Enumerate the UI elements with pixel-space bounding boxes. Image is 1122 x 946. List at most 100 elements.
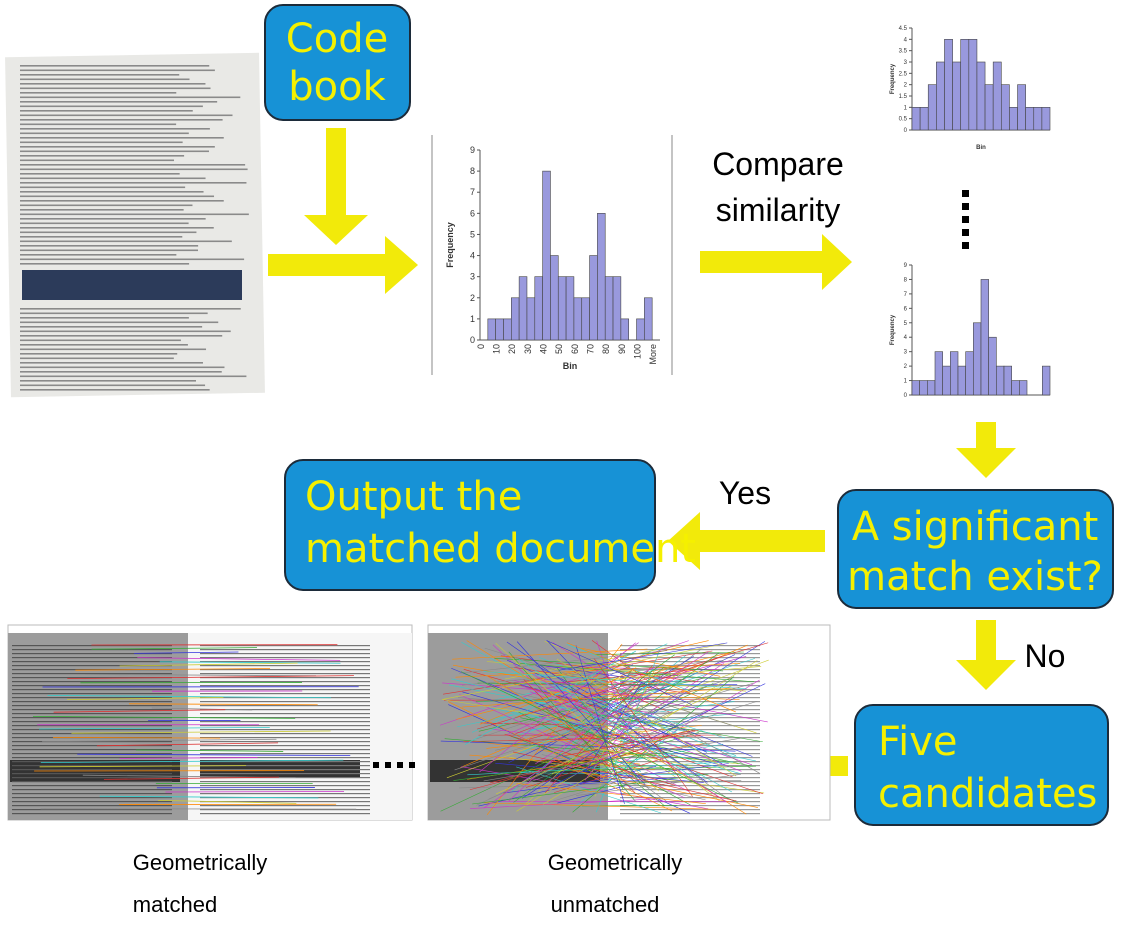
candidates-text: candidates	[878, 771, 1097, 817]
x-tick-label: 40	[539, 344, 549, 354]
bar	[950, 351, 959, 396]
bar	[518, 276, 528, 341]
bar	[557, 276, 567, 341]
bar	[511, 297, 520, 341]
y-axis-label: Frequency	[890, 63, 896, 94]
bar	[996, 365, 1005, 396]
y-tick-label: 6	[470, 208, 475, 218]
bar	[1019, 380, 1028, 396]
codebook-text: Code	[286, 16, 388, 62]
bar	[1017, 84, 1026, 131]
codebook-box	[264, 4, 411, 121]
bar	[952, 61, 962, 131]
y-tick-label: 4	[904, 37, 908, 43]
x-tick-label: 30	[523, 344, 533, 354]
output-text: Output the	[305, 474, 522, 520]
y-tick-label: 8	[470, 166, 475, 176]
bar	[487, 318, 496, 341]
bar	[973, 322, 982, 396]
bar	[984, 84, 994, 131]
no-label: No	[1025, 638, 1066, 674]
y-tick-label: 4	[904, 335, 908, 341]
bar	[1011, 380, 1020, 396]
bar	[565, 276, 575, 341]
caption: matched	[133, 892, 217, 917]
codebook-text: book	[288, 64, 386, 110]
y-axis-label: Frequency	[890, 314, 896, 345]
y-tick-label: 3.5	[899, 49, 908, 55]
bar	[980, 279, 989, 396]
bar	[911, 107, 921, 131]
bar	[589, 255, 598, 341]
decision-box	[837, 489, 1114, 609]
y-tick-label: 8	[904, 277, 908, 283]
bar	[581, 297, 590, 341]
bar	[988, 336, 997, 396]
bar	[936, 61, 945, 131]
bar	[1042, 365, 1051, 396]
bar	[944, 39, 953, 131]
x-tick-label: 20	[507, 344, 517, 354]
bar	[597, 213, 606, 341]
caption: Geometrically	[133, 850, 267, 875]
bar	[604, 276, 614, 341]
caption: Geometrically	[548, 850, 682, 875]
bar	[919, 107, 929, 131]
x-tick-label: 60	[570, 344, 580, 354]
ellipsis-vertical	[962, 190, 969, 249]
bar	[919, 380, 928, 396]
arrows	[268, 128, 1016, 792]
y-tick-label: 1	[904, 105, 908, 111]
bar	[927, 84, 937, 131]
x-tick-label: 0	[476, 344, 486, 349]
bar	[957, 365, 966, 396]
bar	[968, 39, 978, 131]
caption: unmatched	[551, 892, 660, 917]
x-tick-label: More	[648, 344, 658, 365]
matched-screenshot	[7, 624, 413, 821]
histogram: 0 1 2 3 4 5 6 7 8 9 Frequency	[890, 263, 1051, 399]
y-tick-label: 1	[904, 379, 908, 385]
bar	[503, 318, 512, 341]
output-box	[284, 459, 656, 591]
x-tick-label: 90	[617, 344, 627, 354]
y-tick-label: 5	[470, 229, 475, 239]
y-tick-label: 5	[904, 321, 908, 327]
y-tick-label: 3	[904, 60, 908, 66]
y-tick-label: 0.5	[899, 117, 908, 123]
y-tick-label: 4	[470, 251, 475, 261]
compare-text: Compare	[712, 146, 844, 182]
unmatched-screenshot	[427, 624, 831, 821]
decision-text: match exist?	[847, 554, 1103, 600]
bar	[612, 276, 622, 341]
x-axis-label: Bin	[976, 145, 986, 151]
bar	[911, 380, 920, 396]
compare-text: similarity	[716, 192, 840, 228]
bar	[636, 318, 645, 341]
y-tick-label: 0	[904, 393, 908, 399]
bar	[1041, 107, 1051, 131]
y-tick-label: 9	[470, 145, 475, 155]
bar	[942, 365, 951, 396]
bar	[934, 351, 943, 396]
bar	[965, 351, 974, 396]
y-tick-label: 7	[904, 292, 908, 298]
bar	[542, 170, 551, 341]
y-tick-label: 2.5	[899, 71, 908, 77]
bar	[550, 255, 559, 341]
y-tick-label: 4.5	[899, 26, 908, 32]
bar	[976, 61, 986, 131]
bar	[960, 39, 970, 131]
bar	[495, 318, 504, 341]
output-text: matched document	[305, 526, 696, 572]
x-tick-label: 50	[554, 344, 564, 354]
y-tick-label: 2	[904, 83, 908, 89]
y-tick-label: 2	[470, 293, 475, 303]
bar	[992, 61, 1002, 131]
bar	[573, 297, 583, 341]
y-tick-label: 6	[904, 306, 908, 312]
bar	[1033, 107, 1043, 131]
x-tick-label: 100	[632, 344, 642, 359]
bar	[1000, 84, 1010, 131]
